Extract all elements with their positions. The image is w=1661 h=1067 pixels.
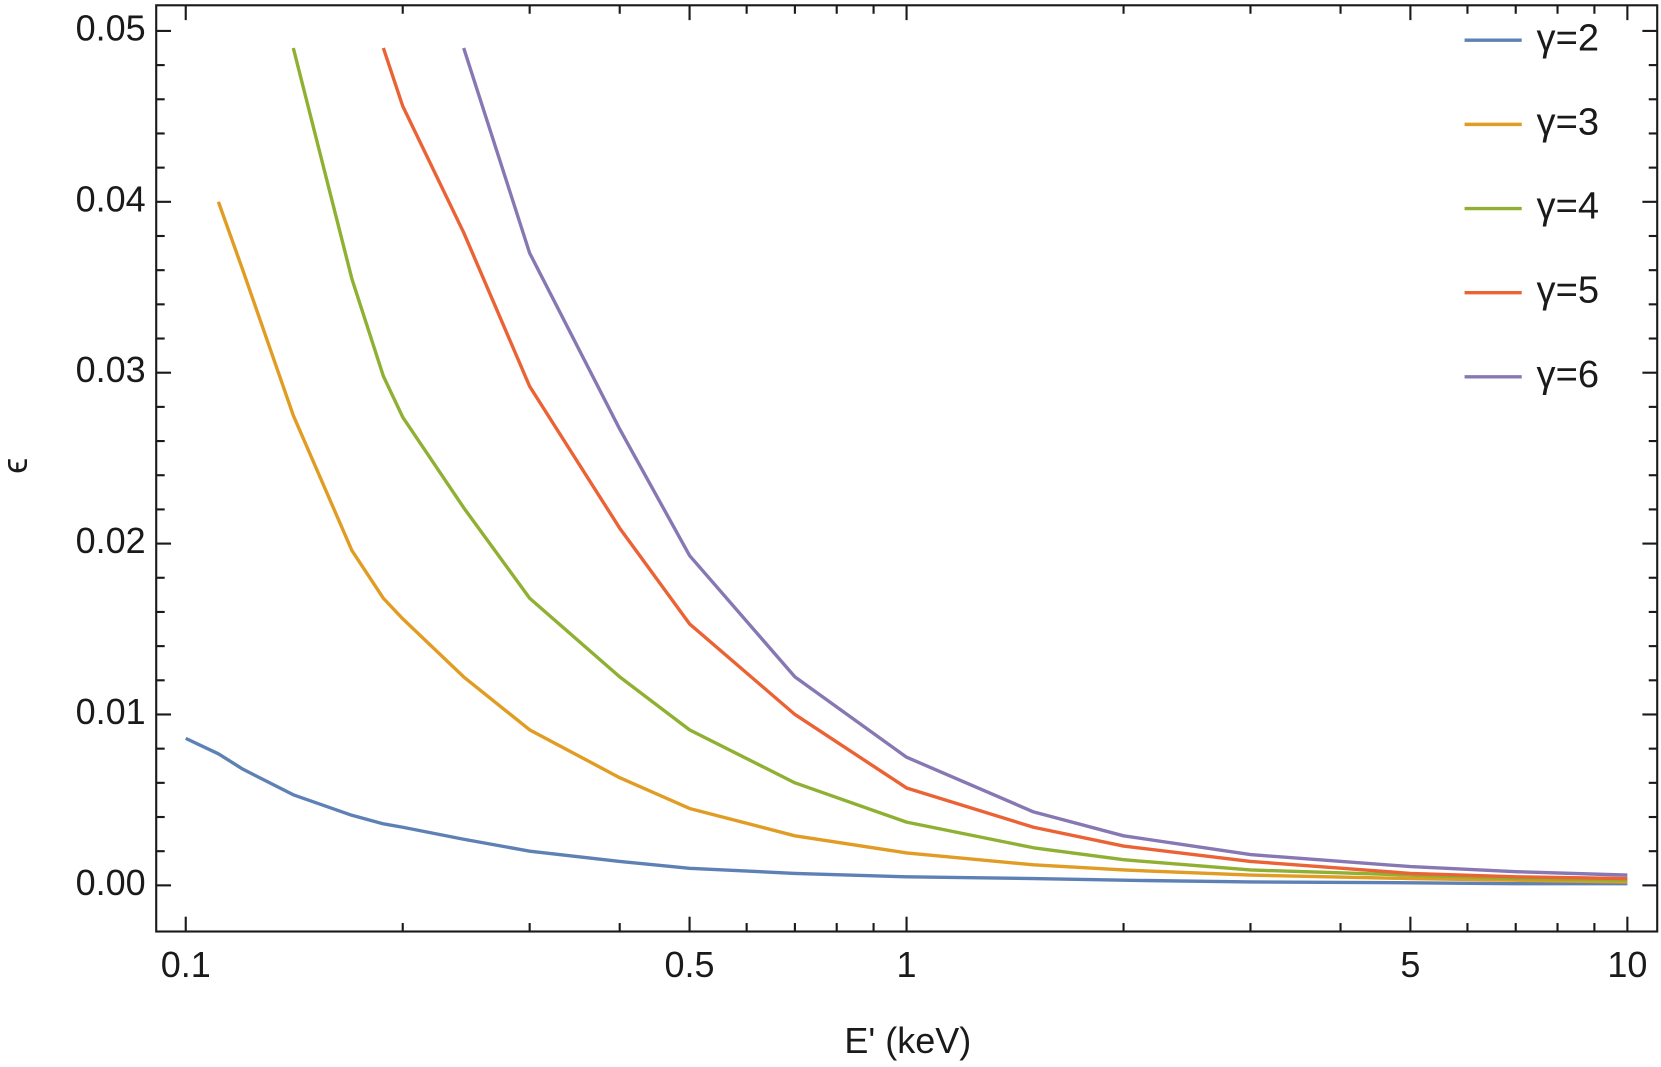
- series-line: [381, 47, 1628, 881]
- y-tick-label: 0.00: [76, 862, 146, 903]
- plot-frame: [155, 4, 1659, 933]
- series-line: [216, 201, 1628, 884]
- x-tick-label: 0.1: [161, 944, 211, 985]
- series-line: [462, 47, 1628, 877]
- y-tick-label: 0.01: [76, 691, 146, 732]
- x-tick-label: 10: [1607, 944, 1647, 985]
- series-line: [185, 736, 1628, 886]
- x-tick-label: 5: [1400, 944, 1420, 985]
- x-tick-label: 0.5: [665, 944, 715, 985]
- legend-label: γ=4: [1537, 186, 1599, 228]
- y-axis-label: ϵ: [0, 458, 35, 474]
- y-tick-label: 0.03: [76, 349, 146, 390]
- x-tick-label: 1: [897, 944, 917, 985]
- legend-label: γ=6: [1537, 354, 1599, 396]
- x-axis-label: E' (keV): [844, 1020, 971, 1061]
- y-tick-label: 0.02: [76, 520, 146, 561]
- legend-label: γ=3: [1537, 101, 1599, 143]
- y-tick-label: 0.05: [76, 7, 146, 48]
- legend-label: γ=2: [1537, 17, 1599, 59]
- series-line: [291, 47, 1628, 882]
- y-tick-label: 0.04: [76, 178, 146, 219]
- legend-label: γ=5: [1537, 270, 1599, 312]
